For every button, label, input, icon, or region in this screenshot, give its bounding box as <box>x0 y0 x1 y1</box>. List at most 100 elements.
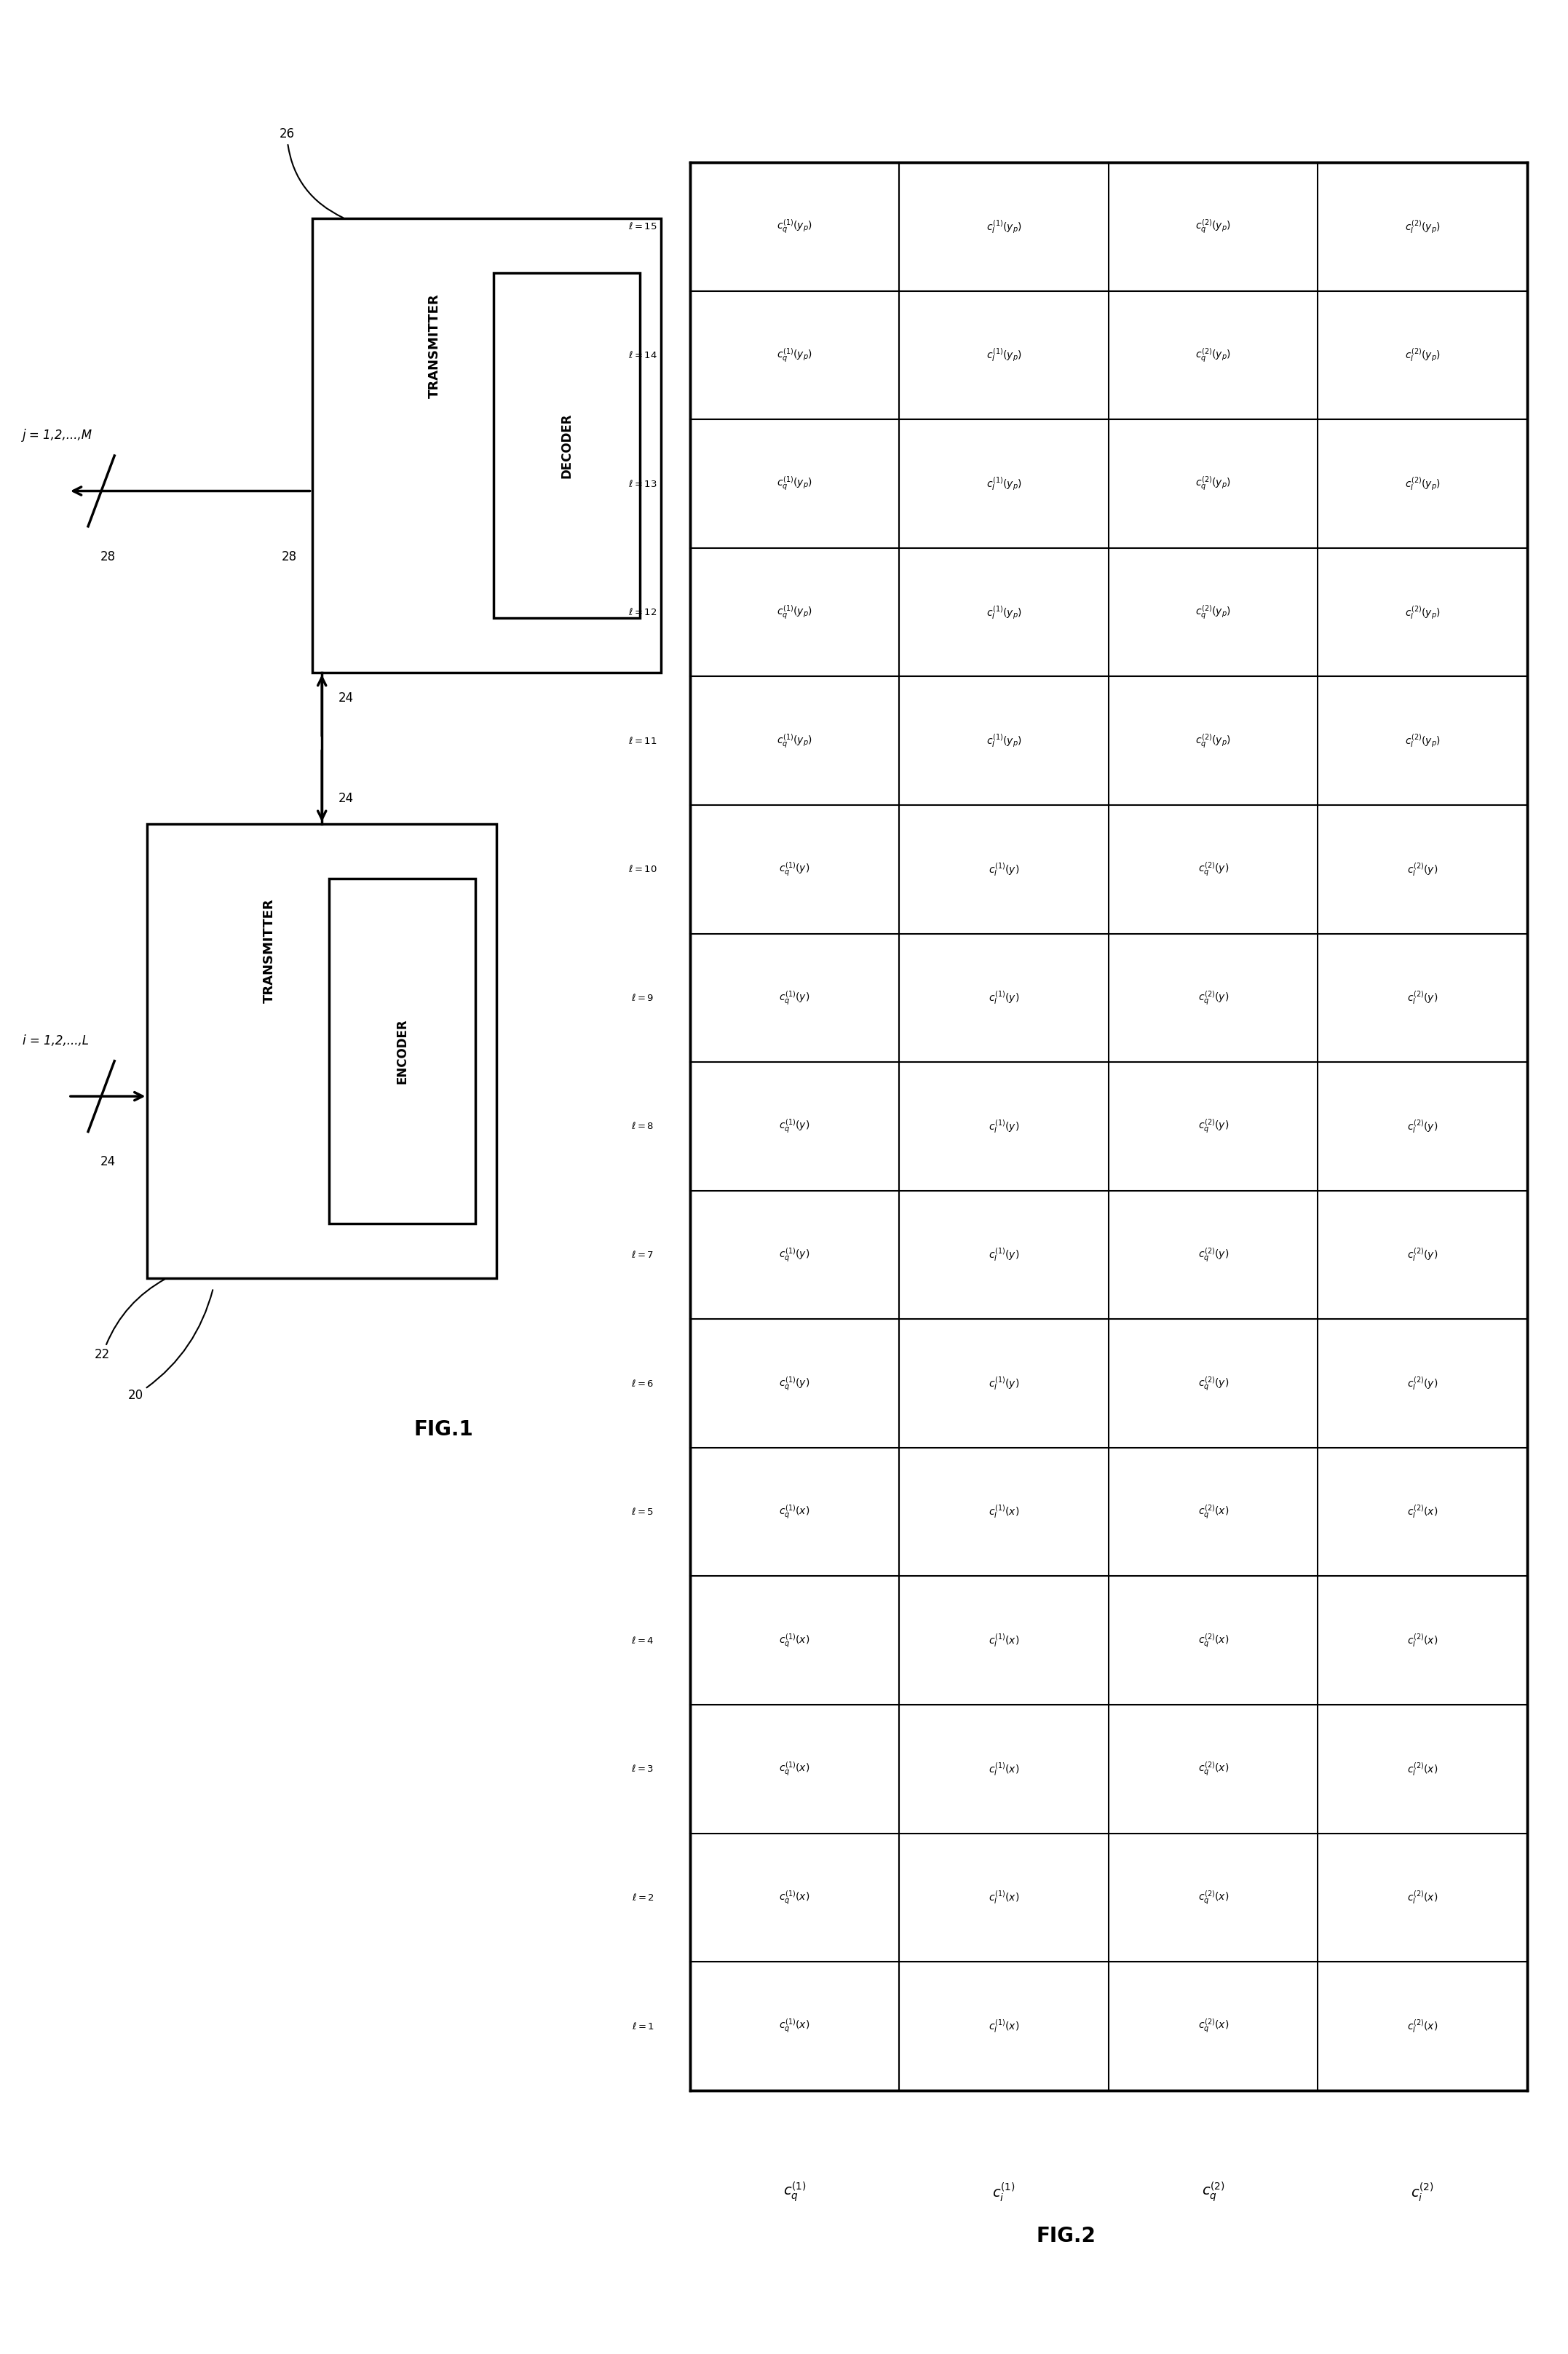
Text: $c^{(1)}_{I}(x)$: $c^{(1)}_{I}(x)$ <box>988 2017 1019 2034</box>
Text: 22: 22 <box>94 1278 165 1361</box>
Text: $c^{(2)}_{I}(y)$: $c^{(2)}_{I}(y)$ <box>1406 862 1438 878</box>
Text: $c^{(1)}_{q}(y_p)$: $c^{(1)}_{q}(y_p)$ <box>776 219 812 235</box>
Text: $c^{(1)}_{I}(y_p)$: $c^{(1)}_{I}(y_p)$ <box>986 219 1022 235</box>
Text: $c^{(2)}_{q}(x)$: $c^{(2)}_{q}(x)$ <box>1198 2017 1229 2034</box>
Text: $\ell$$=10$: $\ell$$=10$ <box>629 864 657 873</box>
Text: 20: 20 <box>127 1290 213 1403</box>
Text: 28: 28 <box>281 551 296 563</box>
Bar <box>312 219 662 673</box>
Text: $c^{(1)}_{I}(y)$: $c^{(1)}_{I}(y)$ <box>988 862 1019 878</box>
Text: $c^{(1)}_{q}(x)$: $c^{(1)}_{q}(x)$ <box>779 1631 811 1650</box>
Text: $c^{(2)}_{I}(y_p)$: $c^{(2)}_{I}(y_p)$ <box>1405 476 1441 492</box>
Text: $\ell$$=8$: $\ell$$=8$ <box>632 1121 654 1132</box>
Text: $c^{(1)}_{I}(y_p)$: $c^{(1)}_{I}(y_p)$ <box>986 476 1022 492</box>
Text: $c^{(2)}_{q}(y_p)$: $c^{(2)}_{q}(y_p)$ <box>1195 346 1231 365</box>
Text: $c^{(1)}_{I}(x)$: $c^{(1)}_{I}(x)$ <box>988 1504 1019 1521</box>
Text: $c^{(1)}_{q}(x)$: $c^{(1)}_{q}(x)$ <box>779 1504 811 1521</box>
Text: 28: 28 <box>100 551 116 563</box>
Text: $\ell$$=13$: $\ell$$=13$ <box>629 478 657 490</box>
Text: $c^{(2)}_{q}(x)$: $c^{(2)}_{q}(x)$ <box>1198 1761 1229 1777</box>
Text: $c^{(2)}_{q}(y_p)$: $c^{(2)}_{q}(y_p)$ <box>1195 732 1231 749</box>
Text: i = 1,2,...,L: i = 1,2,...,L <box>22 1033 88 1048</box>
Text: $c^{(2)}_{I}(x)$: $c^{(2)}_{I}(x)$ <box>1406 1631 1438 1648</box>
Text: $c^{(1)}_{q}(y_p)$: $c^{(1)}_{q}(y_p)$ <box>776 346 812 365</box>
Text: $\ell$$=9$: $\ell$$=9$ <box>632 993 654 1003</box>
Text: j = 1,2,...,M: j = 1,2,...,M <box>22 428 93 443</box>
Text: $c^{(2)}_{q}(x)$: $c^{(2)}_{q}(x)$ <box>1198 1631 1229 1650</box>
Text: 24: 24 <box>339 793 354 805</box>
Text: $c^{(2)}_{q}(y)$: $c^{(2)}_{q}(y)$ <box>1198 1375 1229 1391</box>
Text: $c^{(2)}_{q}(y_p)$: $c^{(2)}_{q}(y_p)$ <box>1195 476 1231 492</box>
Text: $c^{(2)}_{I}(y)$: $c^{(2)}_{I}(y)$ <box>1406 1118 1438 1135</box>
Text: $c^{(1)}_{q}(y_p)$: $c^{(1)}_{q}(y_p)$ <box>776 732 812 749</box>
Text: $\ell$$=6$: $\ell$$=6$ <box>632 1379 654 1389</box>
Text: $c^{(1)}_{q}(y)$: $c^{(1)}_{q}(y)$ <box>779 1375 811 1391</box>
Text: TRANSMITTER: TRANSMITTER <box>263 899 276 1003</box>
Text: 26: 26 <box>279 127 343 217</box>
Text: $c^{(2)}_{q}$: $c^{(2)}_{q}$ <box>1201 2180 1225 2203</box>
Text: $c^{(1)}_{I}(y)$: $c^{(1)}_{I}(y)$ <box>988 989 1019 1005</box>
Text: 24: 24 <box>100 1156 116 1168</box>
Text: $\ell$$=15$: $\ell$$=15$ <box>629 221 657 231</box>
Text: $c^{(2)}_{I}(y_p)$: $c^{(2)}_{I}(y_p)$ <box>1405 346 1441 363</box>
Text: $c^{(2)}_{i}$: $c^{(2)}_{i}$ <box>1411 2180 1435 2203</box>
Text: $c^{(1)}_{q}(y)$: $c^{(1)}_{q}(y)$ <box>779 862 811 878</box>
Text: $c^{(1)}_{q}(y)$: $c^{(1)}_{q}(y)$ <box>779 1245 811 1264</box>
Text: $c^{(1)}_{I}(x)$: $c^{(1)}_{I}(x)$ <box>988 1890 1019 1907</box>
Text: DECODER: DECODER <box>560 412 574 478</box>
Text: $c^{(2)}_{I}(y)$: $c^{(2)}_{I}(y)$ <box>1406 989 1438 1005</box>
Text: ENCODER: ENCODER <box>395 1019 409 1083</box>
Text: $\ell$$=11$: $\ell$$=11$ <box>629 737 657 746</box>
Text: $c^{(1)}_{I}(x)$: $c^{(1)}_{I}(x)$ <box>988 1631 1019 1648</box>
Text: $c^{(2)}_{q}(y)$: $c^{(2)}_{q}(y)$ <box>1198 862 1229 878</box>
Text: $c^{(1)}_{I}(y_p)$: $c^{(1)}_{I}(y_p)$ <box>986 346 1022 363</box>
Text: $c^{(2)}_{q}(x)$: $c^{(2)}_{q}(x)$ <box>1198 1888 1229 1907</box>
Text: $c^{(1)}_{I}(y)$: $c^{(1)}_{I}(y)$ <box>988 1375 1019 1391</box>
Text: $\ell$$=7$: $\ell$$=7$ <box>632 1250 654 1259</box>
Text: $c^{(2)}_{I}(x)$: $c^{(2)}_{I}(x)$ <box>1406 2017 1438 2034</box>
Text: FIG.1: FIG.1 <box>414 1419 474 1438</box>
Text: FIG.2: FIG.2 <box>1036 2227 1096 2246</box>
Text: $c^{(2)}_{I}(y)$: $c^{(2)}_{I}(y)$ <box>1406 1248 1438 1264</box>
Bar <box>147 824 497 1278</box>
Text: $c^{(1)}_{I}(y_p)$: $c^{(1)}_{I}(y_p)$ <box>986 605 1022 621</box>
Text: $c^{(2)}_{I}(x)$: $c^{(2)}_{I}(x)$ <box>1406 1504 1438 1521</box>
Text: $c^{(1)}_{q}(x)$: $c^{(1)}_{q}(x)$ <box>779 2017 811 2034</box>
Text: 24: 24 <box>339 692 354 704</box>
Text: $c^{(2)}_{q}(y)$: $c^{(2)}_{q}(y)$ <box>1198 989 1229 1008</box>
Bar <box>329 878 475 1224</box>
Text: $c^{(1)}_{q}(x)$: $c^{(1)}_{q}(x)$ <box>779 1888 811 1907</box>
Text: $c^{(2)}_{q}(y_p)$: $c^{(2)}_{q}(y_p)$ <box>1195 603 1231 621</box>
Text: $c^{(1)}_{q}(y_p)$: $c^{(1)}_{q}(y_p)$ <box>776 603 812 621</box>
Text: $c^{(2)}_{I}(y)$: $c^{(2)}_{I}(y)$ <box>1406 1375 1438 1391</box>
Text: $c^{(2)}_{I}(x)$: $c^{(2)}_{I}(x)$ <box>1406 1761 1438 1777</box>
Bar <box>494 273 640 619</box>
Text: $\ell$$=12$: $\ell$$=12$ <box>629 607 657 617</box>
Text: $c^{(1)}_{I}(x)$: $c^{(1)}_{I}(x)$ <box>988 1761 1019 1777</box>
Text: $c^{(2)}_{I}(y_p)$: $c^{(2)}_{I}(y_p)$ <box>1405 219 1441 235</box>
Text: $c^{(1)}_{I}(y)$: $c^{(1)}_{I}(y)$ <box>988 1248 1019 1264</box>
Text: $c^{(2)}_{q}(y)$: $c^{(2)}_{q}(y)$ <box>1198 1118 1229 1135</box>
Text: $c^{(2)}_{I}(y_p)$: $c^{(2)}_{I}(y_p)$ <box>1405 605 1441 621</box>
Text: $c^{(2)}_{q}(x)$: $c^{(2)}_{q}(x)$ <box>1198 1504 1229 1521</box>
Text: $\ell$$=1$: $\ell$$=1$ <box>632 2022 654 2032</box>
Text: $\ell$$=2$: $\ell$$=2$ <box>632 1893 654 1902</box>
Text: $c^{(2)}_{I}(y_p)$: $c^{(2)}_{I}(y_p)$ <box>1405 732 1441 749</box>
Text: $c^{(1)}_{q}(y_p)$: $c^{(1)}_{q}(y_p)$ <box>776 476 812 492</box>
Text: TRANSMITTER: TRANSMITTER <box>428 294 441 398</box>
Text: $\ell$$=14$: $\ell$$=14$ <box>629 351 657 360</box>
Text: $\ell$$=4$: $\ell$$=4$ <box>632 1636 654 1645</box>
Text: $c^{(2)}_{I}(x)$: $c^{(2)}_{I}(x)$ <box>1406 1890 1438 1907</box>
Text: $\ell$$=3$: $\ell$$=3$ <box>632 1763 654 1775</box>
Text: $c^{(1)}_{I}(y_p)$: $c^{(1)}_{I}(y_p)$ <box>986 732 1022 749</box>
Text: $c^{(1)}_{i}$: $c^{(1)}_{i}$ <box>993 2180 1016 2203</box>
Text: $c^{(1)}_{q}(y)$: $c^{(1)}_{q}(y)$ <box>779 1118 811 1135</box>
Text: $c^{(2)}_{q}(y_p)$: $c^{(2)}_{q}(y_p)$ <box>1195 219 1231 235</box>
Text: $c^{(1)}_{I}(y)$: $c^{(1)}_{I}(y)$ <box>988 1118 1019 1135</box>
Text: $\ell$$=5$: $\ell$$=5$ <box>632 1507 654 1516</box>
Text: $c^{(1)}_{q}(y)$: $c^{(1)}_{q}(y)$ <box>779 989 811 1008</box>
Text: $c^{(1)}_{q}(x)$: $c^{(1)}_{q}(x)$ <box>779 1761 811 1777</box>
Bar <box>690 162 1527 2090</box>
Text: $c^{(2)}_{q}(y)$: $c^{(2)}_{q}(y)$ <box>1198 1245 1229 1264</box>
Text: $c^{(1)}_{q}$: $c^{(1)}_{q}$ <box>782 2180 806 2203</box>
